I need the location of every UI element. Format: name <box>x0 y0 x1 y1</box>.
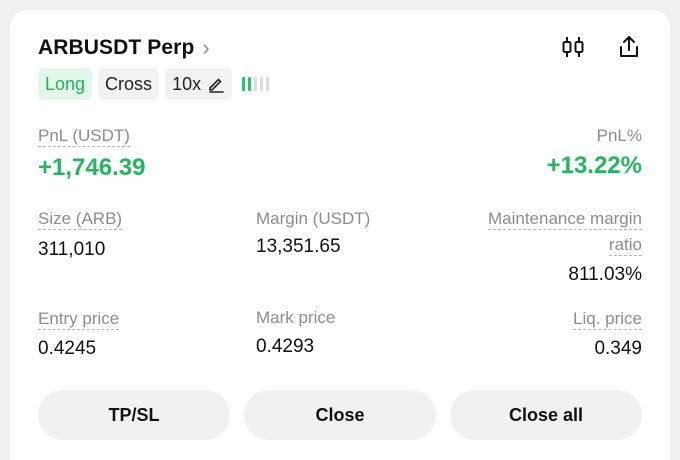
pnl-value: +1,746.39 <box>38 154 146 181</box>
leverage-bar-segment <box>248 77 252 91</box>
maintenance-margin-ratio-label-line2[interactable]: ratio <box>608 235 642 256</box>
leverage-bar <box>242 77 270 91</box>
leverage-bar-segment <box>254 77 258 91</box>
size-label[interactable]: Size (ARB) <box>38 209 123 230</box>
leverage-bar-segment <box>266 77 270 91</box>
pnl-pct-value: +13.22% <box>546 152 642 179</box>
leverage-bar-segment <box>242 77 246 91</box>
maintenance-margin-ratio-label[interactable]: Maintenance margin <box>487 209 642 230</box>
liq-price-value: 0.349 <box>594 338 642 359</box>
leverage-bar-segment <box>260 77 264 91</box>
margin-value: 13,351.65 <box>256 236 341 257</box>
edit-icon[interactable] <box>207 75 225 93</box>
margin-mode-tag[interactable]: Cross <box>98 68 160 100</box>
mark-price-value: 0.4293 <box>256 336 315 357</box>
maintenance-margin-ratio-value: 811.03% <box>568 264 642 285</box>
tpsl-button[interactable]: TP/SL <box>38 390 230 440</box>
entry-price-value: 0.4245 <box>38 338 97 359</box>
entry-price-label[interactable]: Entry price <box>38 309 120 330</box>
liq-price-label[interactable]: Liq. price <box>573 309 642 330</box>
close-button[interactable]: Close <box>244 390 436 440</box>
close-all-button[interactable]: Close all <box>450 390 642 440</box>
pnl-label[interactable]: PnL (USDT) <box>38 126 130 147</box>
symbol-title[interactable]: ARBUSDT Perp <box>38 36 195 59</box>
position-tags: Long Cross 10x <box>38 68 270 100</box>
symbol-header[interactable]: ARBUSDT Perp › <box>38 36 210 60</box>
header-actions <box>560 34 642 60</box>
pnl-pct-label: PnL% <box>596 126 642 145</box>
share-icon[interactable] <box>616 34 642 60</box>
size-value: 311,010 <box>38 239 106 260</box>
chart-icon[interactable] <box>560 34 586 60</box>
chevron-right-icon[interactable]: › <box>202 35 210 60</box>
leverage-tag[interactable]: 10x <box>165 68 233 100</box>
side-tag: Long <box>38 68 93 100</box>
position-card: ARBUSDT Perp › Long Cross 10x <box>10 10 670 460</box>
mark-price-label: Mark price <box>256 308 336 327</box>
leverage-value: 10x <box>172 74 202 94</box>
margin-label: Margin (USDT) <box>256 209 371 228</box>
